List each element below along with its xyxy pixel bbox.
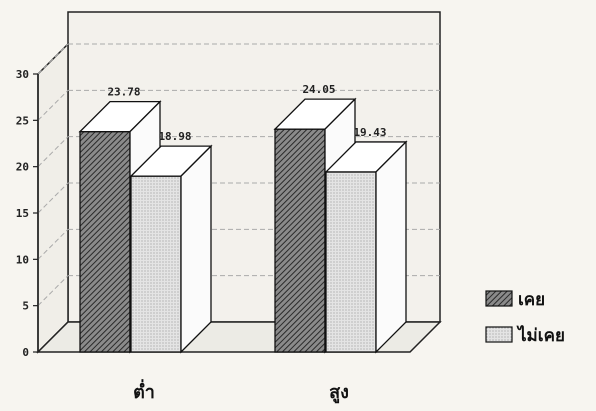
gridline-side	[37, 43, 69, 75]
bar-front	[325, 171, 377, 353]
category-label: ต่ำ	[133, 379, 155, 403]
y-tick-label: 30	[16, 68, 29, 81]
data-label: 18.98	[158, 130, 191, 143]
y-tick-label: 0	[22, 346, 29, 359]
gridline-side	[37, 275, 69, 307]
gridline-side	[37, 136, 69, 168]
gridline-side	[37, 182, 69, 214]
category-label: สูง	[329, 382, 349, 404]
legend-swatch	[485, 326, 513, 343]
bar-side	[180, 144, 212, 354]
bar-series2	[129, 144, 213, 354]
data-label: 24.05	[302, 83, 335, 96]
bar-series2	[324, 140, 408, 354]
data-label: 23.78	[107, 86, 140, 99]
bars-group	[78, 97, 408, 354]
y-tick-label: 20	[16, 161, 29, 174]
data-label: 19.43	[353, 126, 386, 139]
gridlines	[37, 43, 440, 307]
bar-side	[375, 140, 407, 354]
data-labels: 23.78 18.98 24.05 19.43	[107, 83, 386, 143]
bar-front	[79, 130, 131, 353]
legend-swatch	[485, 290, 513, 307]
x-axis: ต่ำ สูง	[133, 379, 349, 404]
bar-front	[274, 128, 326, 353]
y-tick-label: 15	[16, 207, 29, 220]
y-tick-label: 25	[16, 114, 29, 127]
y-tick-label: 5	[22, 300, 29, 313]
bar-front	[130, 175, 182, 353]
y-axis: 0 5 10 15 20 25 30	[16, 68, 39, 359]
gridline-side	[37, 89, 69, 121]
legend-label: เคย	[518, 290, 545, 310]
gridline-side	[37, 228, 69, 260]
y-tick-label: 10	[16, 253, 29, 266]
legend-label: ไม่เคย	[516, 325, 565, 346]
side-wall	[37, 42, 69, 354]
